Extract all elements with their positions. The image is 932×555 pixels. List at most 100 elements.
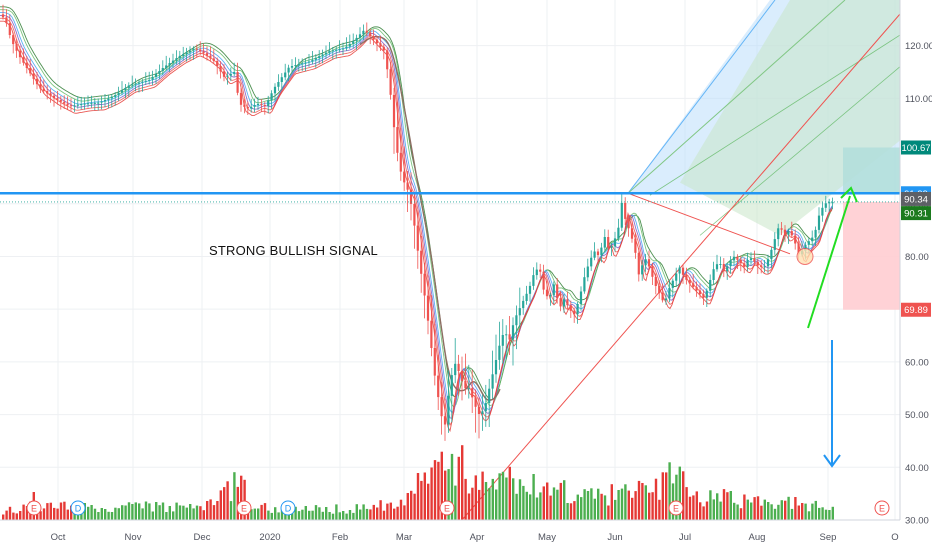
event-marker-text: D <box>285 504 292 514</box>
event-marker-earnings[interactable]: E <box>439 500 455 516</box>
candle-body <box>199 49 202 52</box>
candle-body <box>304 62 307 64</box>
volume-bar <box>576 494 579 520</box>
candle-body <box>185 52 188 55</box>
candle-body <box>460 370 464 381</box>
volume-bar <box>484 482 488 520</box>
candle-body <box>29 68 32 74</box>
candle-body <box>464 381 467 389</box>
candle-body <box>114 95 117 97</box>
ma-long-line <box>359 35 501 402</box>
volume-bar <box>87 506 90 520</box>
price-label-text: 69.89 <box>904 305 928 316</box>
candle-body <box>471 388 474 398</box>
volume-bar <box>556 489 559 520</box>
volume-bar <box>529 494 532 520</box>
candle-body <box>583 277 586 292</box>
candle-body <box>766 259 770 267</box>
candle-body <box>76 104 79 106</box>
candle-body <box>817 215 821 230</box>
volume-bar <box>100 508 103 520</box>
volume-bar <box>328 512 331 520</box>
event-marker-earnings[interactable]: E <box>668 500 684 516</box>
candle-body <box>600 247 603 256</box>
volume-bar <box>25 506 29 520</box>
candle-body <box>202 51 205 54</box>
volume-bar <box>770 504 773 520</box>
candle-body <box>335 49 338 51</box>
event-marker-circle <box>70 500 86 516</box>
volume-bar <box>461 445 464 520</box>
candle-body <box>559 298 562 307</box>
volume-bar <box>66 509 69 520</box>
volume-bar <box>549 495 552 520</box>
event-marker-earnings[interactable]: E <box>26 500 42 516</box>
volume-bar <box>760 505 763 520</box>
volume-bar <box>563 480 566 520</box>
candle-body <box>518 308 521 316</box>
candle-body <box>787 231 790 235</box>
event-marker-earnings[interactable]: E <box>874 500 890 516</box>
candle-body <box>780 228 783 230</box>
candle-body <box>749 258 753 261</box>
volume-bar <box>161 502 165 520</box>
volume-bar <box>651 492 654 520</box>
volume-bar <box>206 501 209 520</box>
volume-bar <box>335 504 338 520</box>
candle-body <box>141 81 144 83</box>
x-tick-label: 2020 <box>259 532 280 543</box>
candle-body <box>569 305 572 311</box>
candle-body <box>522 300 525 309</box>
candle-body <box>8 23 11 35</box>
candle-body <box>603 237 606 248</box>
price-label-bg <box>901 302 931 317</box>
candle-body <box>1 14 5 18</box>
volume-bar <box>532 474 535 520</box>
volume-bar <box>138 503 141 520</box>
candle-body <box>678 267 681 274</box>
volume-bar <box>416 473 420 520</box>
volume-bar <box>699 502 702 520</box>
event-marker-dividend[interactable]: D <box>70 500 86 516</box>
candle-body <box>188 50 192 53</box>
candle-body <box>729 260 732 267</box>
volume-bar <box>552 487 556 520</box>
stop-zone <box>843 201 900 310</box>
candle-body <box>739 259 742 264</box>
event-marker-dividend[interactable]: D <box>280 500 296 516</box>
candle-body <box>481 411 484 414</box>
candle-body <box>695 286 698 291</box>
volume-bar <box>682 471 685 520</box>
candle-body <box>93 102 96 104</box>
volume-bar <box>178 505 182 520</box>
candle-body <box>505 334 508 336</box>
candle-body <box>440 397 443 417</box>
candle-body <box>256 103 260 105</box>
volume-bar <box>168 506 171 520</box>
volume-bar <box>263 503 267 520</box>
event-marker-earnings[interactable]: E <box>236 500 252 516</box>
candle-body <box>246 107 249 109</box>
candle-body <box>127 85 130 88</box>
candle-body <box>811 237 814 242</box>
candle-body <box>709 280 712 291</box>
green-arrow-shaft <box>807 195 851 329</box>
candle-body <box>49 93 52 96</box>
candle-body <box>437 375 440 398</box>
volume-bar <box>260 504 263 520</box>
x-tick-label: Jun <box>607 532 622 543</box>
volume-bar <box>209 499 212 520</box>
volume-bar <box>93 508 97 520</box>
candle-body <box>719 264 722 265</box>
candle-body <box>284 72 287 78</box>
candle-body <box>562 299 566 307</box>
volume-bar <box>624 484 627 520</box>
volume-bar <box>478 489 481 520</box>
volume-bar <box>212 505 216 520</box>
candle-body <box>705 290 708 298</box>
event-marker-text: E <box>673 504 679 514</box>
candle-body <box>477 406 481 414</box>
candle-body <box>290 66 294 68</box>
volume-bar <box>807 511 811 520</box>
